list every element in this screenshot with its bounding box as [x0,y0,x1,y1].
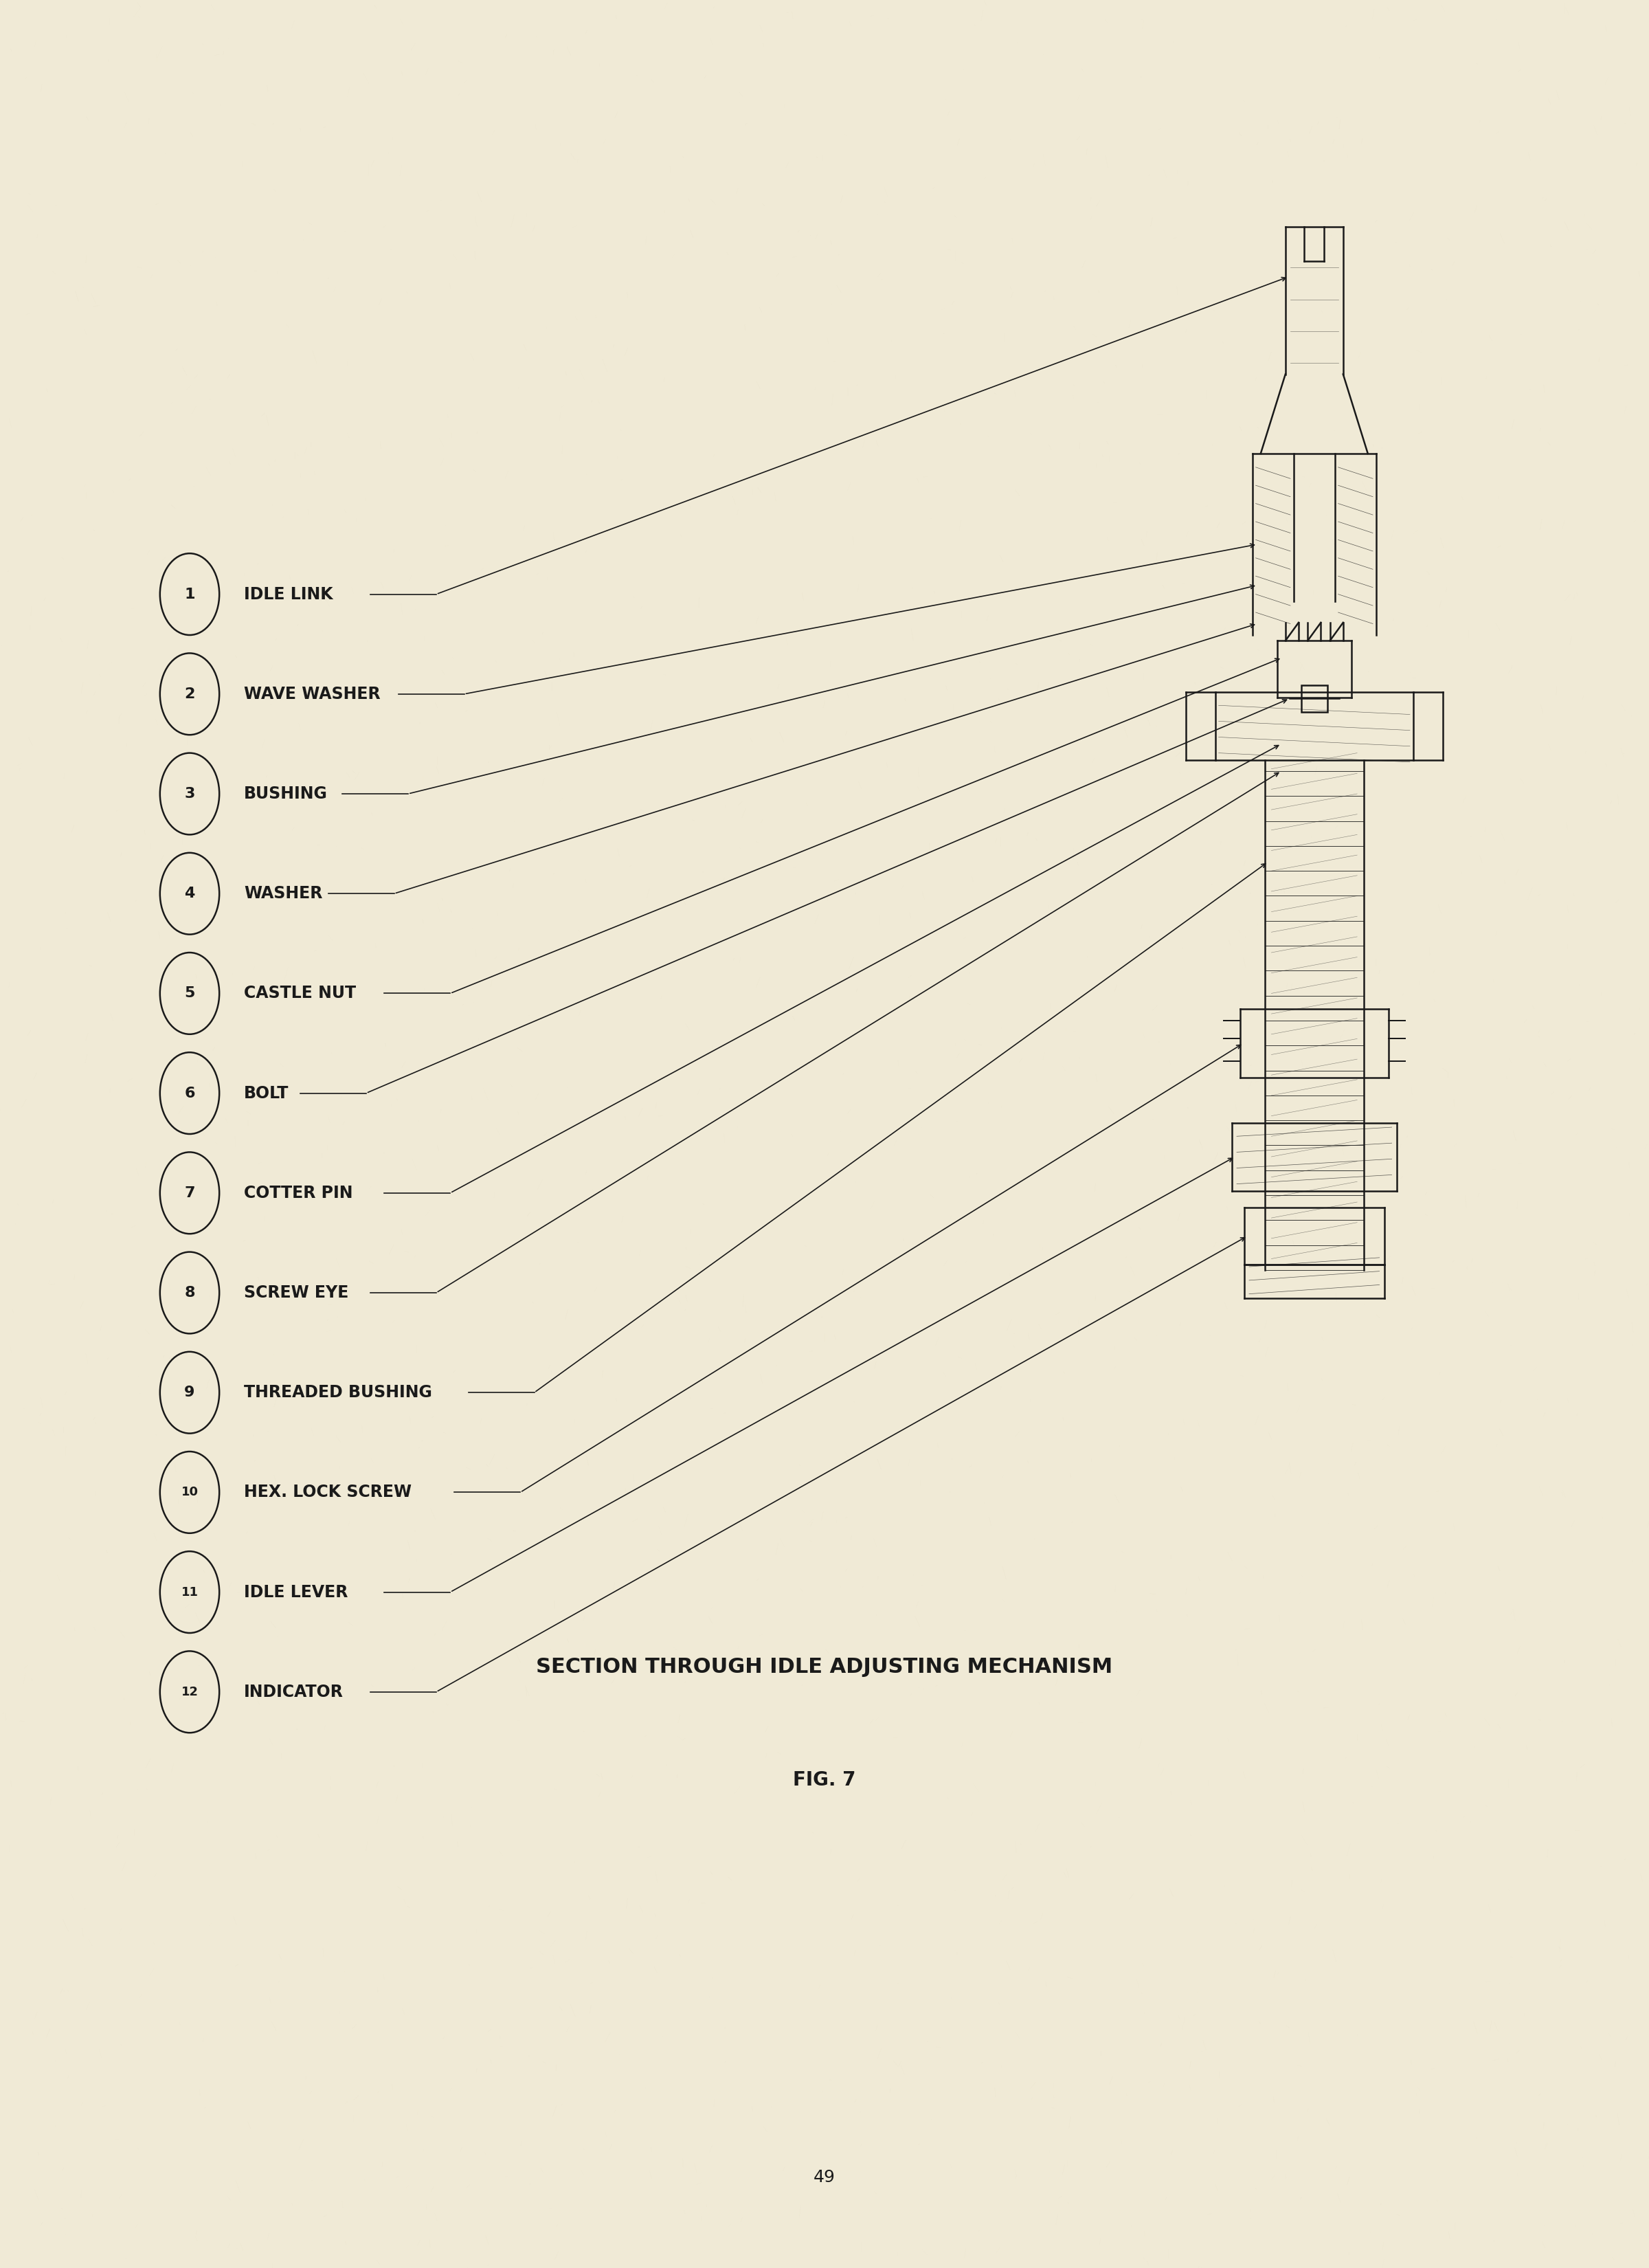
Text: 1: 1 [185,587,195,601]
Text: 2: 2 [185,687,195,701]
Text: 9: 9 [185,1386,195,1399]
Text: 11: 11 [181,1585,198,1599]
Text: 12: 12 [181,1685,198,1699]
Bar [1301,685,1327,712]
Text: 6: 6 [185,1086,195,1100]
Text: BUSHING: BUSHING [244,785,328,803]
Text: IDLE LEVER: IDLE LEVER [244,1583,348,1601]
Text: 10: 10 [181,1486,198,1499]
Text: COTTER PIN: COTTER PIN [244,1184,353,1202]
Text: BOLT: BOLT [244,1084,289,1102]
Text: 3: 3 [185,787,195,801]
Text: 7: 7 [185,1186,195,1200]
Text: THREADED BUSHING: THREADED BUSHING [244,1383,432,1402]
Text: 8: 8 [185,1286,195,1300]
Text: WAVE WASHER: WAVE WASHER [244,685,381,703]
Text: HEX. LOCK SCREW: HEX. LOCK SCREW [244,1483,412,1501]
Text: SCREW EYE: SCREW EYE [244,1284,348,1302]
Text: FIG. 7: FIG. 7 [793,1771,856,1789]
Text: 5: 5 [185,987,195,1000]
Text: INDICATOR: INDICATOR [244,1683,343,1701]
Text: 4: 4 [185,887,195,900]
Text: 49: 49 [813,2168,836,2186]
Text: CASTLE NUT: CASTLE NUT [244,984,356,1002]
Text: WASHER: WASHER [244,885,323,903]
Text: SECTION THROUGH IDLE ADJUSTING MECHANISM: SECTION THROUGH IDLE ADJUSTING MECHANISM [536,1658,1113,1676]
Text: IDLE LINK: IDLE LINK [244,585,333,603]
